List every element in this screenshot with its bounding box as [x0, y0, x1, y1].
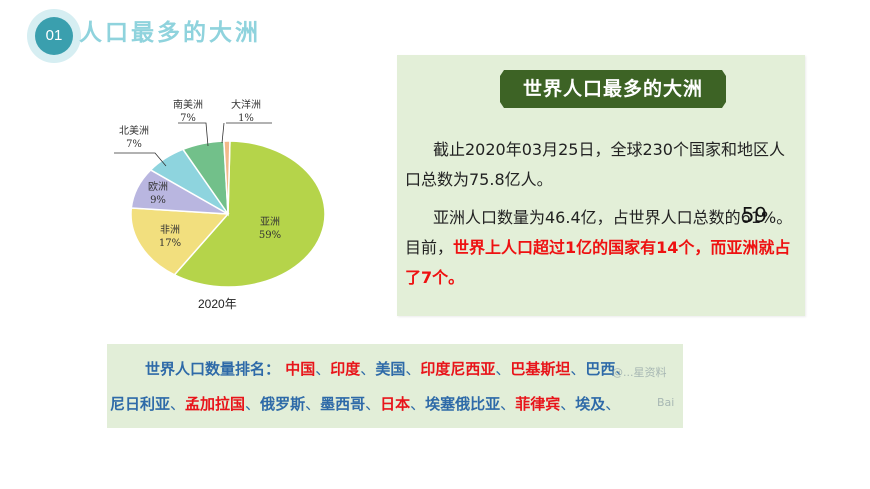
- country-美国: 美国: [375, 360, 406, 378]
- pie-slices: [130, 140, 326, 288]
- info-panel: 世界人口最多的大洲 截止2020年03月25日，全球230个国家和地区人口总数为…: [397, 55, 805, 316]
- label-asia-name: 亚洲: [260, 217, 280, 228]
- country-墨西哥: 墨西哥: [320, 395, 366, 413]
- separator: 、: [245, 395, 261, 413]
- label-oceania-pct: 1%: [238, 113, 254, 124]
- pie-svg: [114, 122, 326, 288]
- country-菲律宾: 菲律宾: [515, 395, 561, 413]
- label-south-america: 南美洲 7%: [166, 99, 210, 125]
- country-埃及: 埃及: [575, 395, 606, 413]
- watermark-baidu: Bai: [657, 396, 675, 409]
- label-africa-pct: 17%: [158, 238, 182, 249]
- chart-caption-year: 2020年: [198, 297, 237, 311]
- label-europe: 欧洲 9%: [140, 181, 176, 207]
- country-尼日利亚: 尼日利亚: [110, 395, 171, 413]
- separator: 、: [605, 395, 621, 413]
- label-north-america-name: 北美洲: [119, 126, 149, 137]
- label-oceania: 大洋洲 1%: [224, 99, 268, 125]
- separator: 、: [360, 360, 376, 378]
- pie-slice-0: [173, 140, 326, 288]
- ranking-line-1: 世界人口数量排名： 中国、印度、美国、印度尼西亚、巴基斯坦、巴西、: [145, 359, 630, 379]
- country-孟加拉国: 孟加拉国: [185, 395, 246, 413]
- ranking-line-2: 尼日利亚、孟加拉国、俄罗斯、墨西哥、日本、埃塞俄比亚、菲律宾、埃及、: [110, 394, 620, 414]
- overlapping-percentage: 61 59: [740, 203, 767, 233]
- label-asia: 亚洲 59%: [250, 216, 290, 242]
- separator: 、: [410, 395, 426, 413]
- separator: 、: [405, 360, 421, 378]
- percent-overlay: 59: [741, 203, 768, 227]
- separator: 、: [570, 360, 586, 378]
- country-印度: 印度: [330, 360, 361, 378]
- label-north-america: 北美洲 7%: [112, 125, 156, 151]
- paragraph-total-population: 截止2020年03月25日，全球230个国家和地区人口总数为75.8亿人。: [405, 135, 800, 195]
- label-africa: 非洲 17%: [152, 224, 188, 250]
- label-south-america-name: 南美洲: [173, 100, 203, 111]
- country-埃塞俄比亚: 埃塞俄比亚: [425, 395, 501, 413]
- leader-lines: [114, 122, 272, 167]
- population-ranking-panel: 世界人口数量排名： 中国、印度、美国、印度尼西亚、巴基斯坦、巴西、 尼日利亚、孟…: [107, 344, 683, 428]
- watermark-text: @...星资料: [612, 366, 667, 379]
- label-north-america-pct: 7%: [126, 139, 142, 150]
- pie-chart: 南美洲 7% 大洋洲 1% 北美洲 7% 欧洲 9% 非洲 17% 亚洲 59%…: [100, 85, 340, 315]
- label-oceania-name: 大洋洲: [231, 100, 261, 111]
- label-europe-pct: 9%: [150, 195, 166, 206]
- separator: 、: [170, 395, 186, 413]
- country-巴基斯坦: 巴基斯坦: [510, 360, 571, 378]
- country-印度尼西亚: 印度尼西亚: [420, 360, 496, 378]
- separator: 、: [615, 360, 631, 378]
- label-south-america-pct: 7%: [180, 113, 196, 124]
- paragraph-1-text: 截止2020年03月25日，全球230个国家和地区人口总数为75.8亿人。: [405, 140, 785, 189]
- country-中国: 中国: [285, 360, 316, 378]
- pie-slice-1: [130, 207, 230, 276]
- percent-underlay: 61: [740, 208, 761, 227]
- label-europe-name: 欧洲: [148, 182, 168, 193]
- page-title: 人口最多的大洲: [79, 20, 261, 46]
- separator: 、: [500, 395, 516, 413]
- separator: 、: [365, 395, 381, 413]
- info-banner-title: 世界人口最多的大洲: [500, 70, 726, 108]
- ranking-label: 世界人口数量排名：: [145, 360, 281, 378]
- section-number-badge: 01: [35, 17, 73, 55]
- separator: 、: [495, 360, 511, 378]
- paragraph-2-highlight: 世界上人口超过1亿的国家有14个，而亚洲就占了7个。: [405, 238, 791, 287]
- label-asia-pct: 59%: [258, 230, 282, 241]
- paragraph-2-prefix: 亚洲人口数量为46.4亿，占世界人口总数的: [433, 208, 741, 227]
- country-俄罗斯: 俄罗斯: [260, 395, 306, 413]
- separator: 、: [315, 360, 331, 378]
- pie-slice-5: [223, 140, 231, 215]
- separator: 、: [560, 395, 576, 413]
- country-巴西: 巴西: [585, 360, 616, 378]
- separator: 、: [305, 395, 321, 413]
- paragraph-2-suffix: %。目前，: [405, 208, 793, 257]
- label-africa-name: 非洲: [160, 225, 180, 236]
- paragraph-asia-population: 亚洲人口数量为46.4亿，占世界人口总数的61 59 %。目前，世界上人口超过1亿的…: [405, 203, 800, 293]
- country-日本: 日本: [380, 395, 411, 413]
